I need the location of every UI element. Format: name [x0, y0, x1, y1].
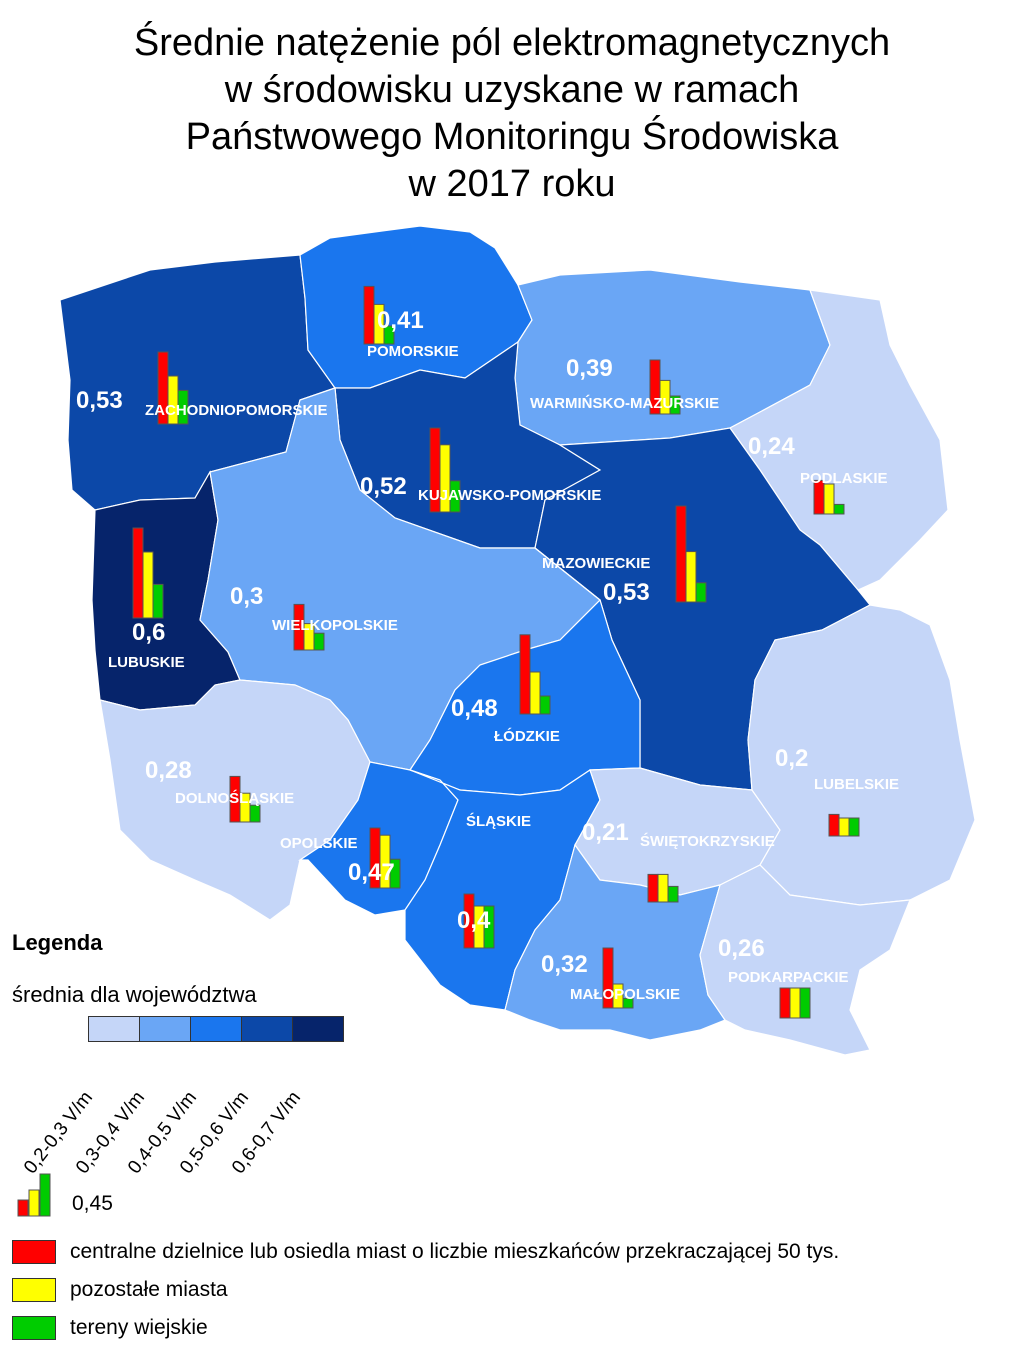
name-label-kujawsko-pomorskie: KUJAWSKO-POMORSKIE [418, 487, 601, 504]
bar-red-lubelskie [828, 813, 840, 837]
legend-item-green: tereny wiejskie [12, 1316, 208, 1340]
legend-swatch-green [12, 1316, 56, 1340]
bar-yellow-lubelskie [838, 817, 850, 837]
name-label-lodzkie: ŁÓDZKIE [494, 727, 560, 745]
legend-item-red: centralne dzielnice lub osiedla miast o … [12, 1240, 839, 1264]
title-line-4: w 2017 roku [408, 163, 616, 205]
legend-swatch-red [12, 1240, 56, 1264]
ramp-swatch-3 [191, 1017, 242, 1041]
value-label-warminsko-mazurskie: 0,39 [566, 355, 613, 382]
bar-green-kujawsko-pomorskie [449, 480, 461, 513]
bar-green-lubuskie [152, 583, 164, 619]
bar-green-dolnoslaskie [249, 804, 261, 823]
legend-swatch-yellow [12, 1278, 56, 1302]
name-label-mazowieckie: MAZOWIECKIE [542, 555, 650, 572]
bar-green-slaskie [483, 905, 495, 949]
name-label-warminsko-mazurskie: WARMIŃSKO-MAZURSKIE [530, 395, 719, 412]
title-line-1: Średnie natężenie pól elektromagnetyczny… [133, 22, 891, 64]
bar-green-warminsko-mazurskie [669, 395, 681, 415]
name-label-lubuskie: LUBUSKIE [108, 654, 185, 671]
value-label-lubuskie: 0,6 [132, 619, 165, 646]
legend-subtitle: średnia dla województwa [12, 982, 257, 1007]
value-label-opolskie: 0,47 [348, 859, 395, 886]
name-label-swietokrzyskie: ŚWIĘTOKRZYSKIE [640, 832, 775, 850]
title-line-3: Państwowego Monitoringu Środowiska [185, 116, 839, 158]
value-label-lodzkie: 0,48 [451, 695, 498, 722]
value-label-podkarpackie: 0,26 [718, 935, 765, 962]
legend-label-red: centralne dzielnice lub osiedla miast o … [70, 1240, 840, 1263]
legend-title: Legenda [12, 930, 103, 955]
ramp-swatch-1 [89, 1017, 140, 1041]
bar-green-lodzkie [539, 695, 551, 715]
value-label-lubelskie: 0,2 [775, 745, 808, 772]
name-label-podkarpackie: PODKARPACKIE [728, 969, 849, 986]
markers-layer: 0,53 ZACHODNIOPOMORSKIE 0,41 POMORSKIE 0,39 W… [76, 285, 899, 1019]
name-label-podlaskie: PODLASKIE [800, 470, 888, 487]
bar-green-zachodniopomorskie [177, 389, 189, 425]
value-label-zachodniopomorskie: 0,53 [76, 387, 123, 414]
value-label-kujawsko-pomorskie: 0,52 [360, 473, 407, 500]
value-label-pomorskie: 0,41 [377, 307, 424, 334]
value-label-slaskie: 0,4 [457, 907, 491, 934]
bar-yellow-kujawsko-pomorskie [439, 444, 451, 513]
value-label-wielkopolskie: 0,3 [230, 583, 263, 610]
value-label-podlaskie: 0,24 [748, 433, 795, 460]
bar-green-podkarpackie [799, 987, 811, 1019]
value-label-dolnoslaskie: 0,28 [145, 757, 192, 784]
name-label-malopolskie: MAŁOPOLSKIE [570, 986, 680, 1003]
regions-layer [59, 225, 976, 1056]
legend-item-yellow: pozostałe miasta [12, 1278, 228, 1302]
bar-green-lubelskie [848, 817, 860, 837]
legend-color-ramp [88, 1016, 344, 1042]
bar-red-pomorskie [363, 285, 375, 345]
value-label-swietokrzyskie: 0,21 [582, 819, 629, 846]
bar-green-opolskie [389, 858, 401, 889]
region-podkarpackie [699, 864, 911, 1056]
bar-red-mazowieckie [675, 505, 687, 603]
legend-bars-icon [17, 1173, 51, 1217]
name-label-lubelskie: LUBELSKIE [814, 776, 899, 793]
value-label-mazowieckie: 0,53 [603, 579, 650, 606]
legend-label-green: tereny wiejskie [70, 1316, 208, 1339]
bar-green-malopolskie [622, 997, 634, 1009]
bar-yellow-podkarpackie [789, 987, 801, 1019]
name-label-dolnoslaskie: DOLNOŚLĄSKIE [175, 789, 294, 807]
name-label-opolskie: OPOLSKIE [280, 835, 358, 852]
value-label-malopolskie: 0,32 [541, 951, 588, 978]
name-label-pomorskie: POMORSKIE [367, 343, 459, 360]
name-label-zachodniopomorskie: ZACHODNIOPOMORSKIE [145, 402, 328, 419]
bar-green-podlaskie [833, 503, 845, 515]
bar-green-swietokrzyskie [667, 885, 679, 903]
bar-yellow-pomorskie [373, 303, 385, 345]
bar-red-podkarpackie [779, 987, 791, 1019]
bar-red-swietokrzyskie [647, 873, 659, 903]
ramp-swatch-4 [242, 1017, 293, 1041]
bar-red-malopolskie [602, 947, 614, 1009]
bar-green-wielkopolskie [313, 632, 325, 651]
region-lubelskie [747, 604, 976, 906]
bar-yellow-lodzkie [529, 671, 541, 715]
ramp-swatch-5 [293, 1017, 343, 1041]
ramp-swatch-2 [140, 1017, 191, 1041]
bar-yellow-mazowieckie [685, 551, 697, 603]
legend-example-value: 0,45 [72, 1192, 113, 1215]
title-line-2: w środowisku uzyskane w ramach [224, 69, 800, 111]
name-label-slaskie: ŚLĄSKIE [466, 812, 531, 830]
bar-red-lubuskie [132, 527, 144, 619]
bar-yellow-swietokrzyskie [657, 873, 669, 903]
legend-label-yellow: pozostałe miasta [70, 1278, 228, 1301]
name-label-wielkopolskie: WIELKOPOLSKIE [272, 617, 398, 634]
bar-yellow-podlaskie [823, 483, 835, 515]
bar-green-mazowieckie [695, 582, 707, 603]
bar-yellow-lubuskie [142, 551, 154, 619]
bar-red-lodzkie [519, 634, 531, 715]
bar-green-pomorskie [383, 325, 395, 345]
map-title: Średnie natężenie pól elektromagnetyczny… [0, 20, 1024, 208]
bar-yellow-malopolskie [612, 983, 624, 1009]
